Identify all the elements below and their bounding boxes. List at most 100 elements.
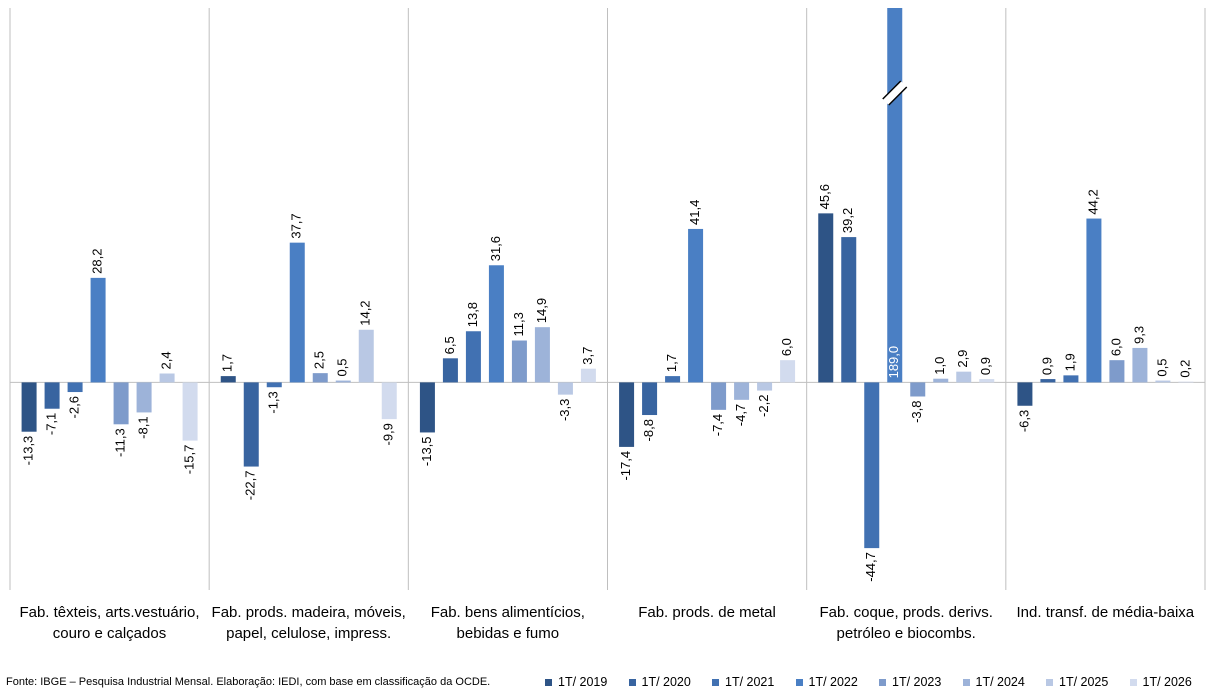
bar [419,382,435,433]
legend-swatch [879,678,886,686]
x-category-label: Fab. prods. de metal [638,604,776,621]
bar [1040,379,1056,383]
legend-label: 1T/ 2023 [892,675,942,689]
legend-swatch [1129,678,1137,686]
bar [243,382,259,467]
bar [1109,360,1125,383]
data-label: 6,0 [1108,338,1123,356]
legend-item: 1T/ 2022 [795,675,858,689]
x-category-label: Fab. têxteis, arts.vestuário, couro e ca… [19,604,200,642]
data-label: 3,7 [580,347,595,365]
x-category-label: Fab. coque, prods. derivs. petróleo e bi… [819,604,993,642]
data-label: 14,9 [534,298,549,323]
data-label: -2,6 [67,396,82,418]
data-label: -8,8 [641,419,656,441]
bar [1086,218,1102,383]
bar [933,378,949,383]
bar [841,237,857,383]
bar [557,382,573,395]
bar [182,382,198,441]
data-label: 6,5 [442,336,457,354]
legend-item: 1T/ 2026 [1129,675,1192,689]
bar [580,368,596,383]
bar [21,382,37,432]
bar [358,329,374,383]
data-label: -13,5 [419,436,434,466]
bar [335,380,351,383]
bar [465,331,481,383]
legend-swatch [628,678,636,686]
source-note: Fonte: IBGE – Pesquisa Industrial Mensal… [6,676,491,688]
bar [488,265,504,383]
data-label: 45,6 [817,184,832,209]
bar [910,382,926,397]
bar [113,382,129,425]
bar [979,379,995,383]
legend-item: 1T/ 2025 [1046,675,1108,689]
bar [1063,375,1079,383]
legend-swatch [795,678,803,686]
data-label: 1,9 [1062,353,1077,371]
data-label: -3,3 [557,399,572,421]
data-label: 28,2 [90,249,105,274]
data-label: -8,1 [136,416,151,438]
x-category-label: Fab. prods. madeira, móveis, papel, celu… [211,604,406,642]
legend-item: 1T/ 2020 [628,675,691,689]
legend-label: 1T/ 2022 [808,675,858,689]
legend-label: 1T/ 2025 [1059,675,1109,689]
data-label: 11,3 [511,312,526,336]
data-label: -11,3 [113,428,128,457]
legend-item: 1T/ 2023 [879,675,941,689]
bar [511,340,527,383]
bar [619,382,635,447]
bar [956,371,972,383]
bar [757,382,773,391]
data-label: 0,2 [1177,360,1192,378]
data-label: 1,7 [220,354,235,372]
legend-item: 1T/ 2021 [712,675,774,689]
data-label: -3,8 [909,400,924,422]
bar [734,382,750,400]
data-label: 44,2 [1085,189,1100,214]
data-label: -2,2 [756,395,771,417]
data-label: 2,4 [159,351,174,369]
axis-break [882,80,902,100]
legend-label: 1T/ 2020 [641,675,691,689]
data-label: -7,1 [44,413,59,435]
legend-item: 1T/ 2024 [962,675,1025,689]
x-category-label: Fab. bens alimentícios, bebidas e fumo [430,604,585,642]
bar [44,382,60,409]
bar [136,382,152,413]
bar [381,382,397,420]
data-label: -17,4 [618,451,633,481]
data-label: 9,3 [1131,326,1146,344]
legend-swatch [545,678,552,686]
bar [1155,380,1171,383]
data-label: 41,4 [687,200,702,225]
data-label: 1,0 [932,357,947,375]
legend-label: 1T/ 2021 [725,675,775,689]
legend-swatch [962,678,970,686]
bar [442,358,458,383]
bar [67,382,83,393]
data-label: 14,2 [358,300,373,325]
data-label: 0,5 [1154,358,1169,376]
data-label: -1,3 [266,391,281,413]
bar [642,382,658,416]
legend-label: 1T/ 2019 [558,675,608,689]
data-label: 2,5 [312,351,327,369]
data-label: -13,3 [21,436,36,466]
bar [289,242,305,383]
bar [887,8,903,383]
bar [312,373,328,383]
bar [711,382,727,410]
legend-label: 1T/ 2026 [1142,675,1192,689]
data-label: -7,4 [710,414,725,436]
data-label: 1,7 [664,354,679,372]
data-label: 0,9 [1039,357,1054,375]
bar [1017,382,1033,406]
data-label: 0,9 [978,357,993,375]
data-label: 31,6 [488,236,503,261]
